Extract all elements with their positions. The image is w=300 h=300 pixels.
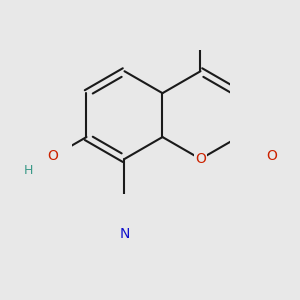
Text: O: O — [48, 149, 58, 164]
Text: O: O — [266, 149, 278, 164]
Text: H: H — [24, 164, 33, 177]
Text: N: N — [119, 226, 130, 241]
Text: O: O — [195, 152, 206, 166]
